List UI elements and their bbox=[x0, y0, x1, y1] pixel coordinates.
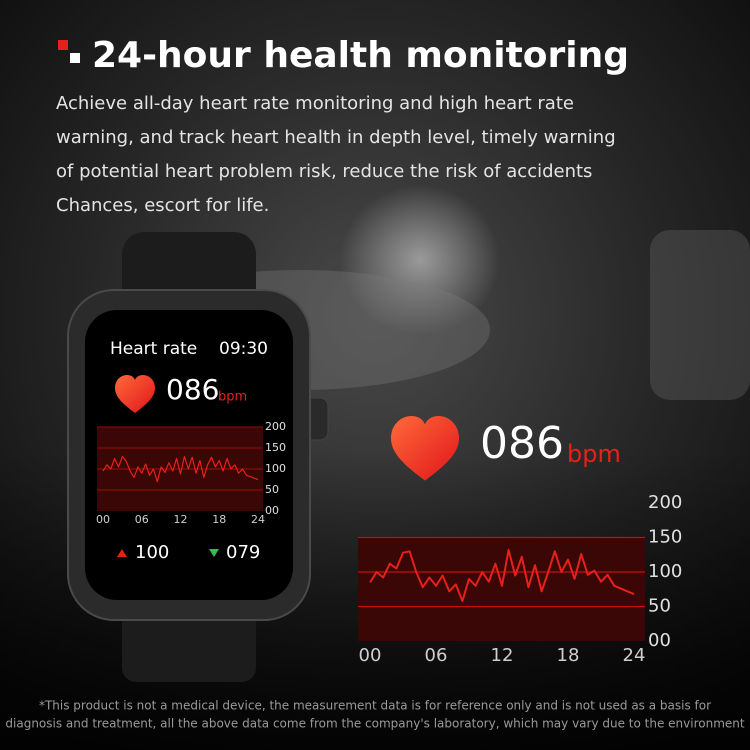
x-tick-label: 18 bbox=[557, 645, 580, 666]
y-tick-label: 150 bbox=[648, 527, 682, 548]
x-tick-label: 00 bbox=[96, 513, 110, 526]
detail-unit: bpm bbox=[567, 440, 621, 468]
icon bbox=[58, 40, 68, 50]
photo-sofa bbox=[650, 230, 750, 400]
title: 24-hour health monitoring bbox=[92, 35, 629, 76]
watch-high: 100 bbox=[135, 542, 169, 563]
body-line: Chances, escort for life. bbox=[56, 195, 269, 216]
x-tick-label: 00 bbox=[359, 645, 382, 666]
heart-icon bbox=[115, 375, 155, 413]
body-line: of potential heart problem risk, reduce … bbox=[56, 161, 592, 182]
watch-heart-value: 086 bbox=[166, 373, 219, 406]
x-tick-label: 12 bbox=[491, 645, 514, 666]
watch-time: 09:30 bbox=[219, 339, 268, 359]
down-icon bbox=[209, 549, 219, 557]
body-line: warning, and track heart health in depth… bbox=[56, 127, 616, 148]
y-tick-label: 100 bbox=[648, 561, 682, 582]
watch-unit: bpm bbox=[218, 390, 247, 405]
x-tick-label: 24 bbox=[251, 513, 265, 526]
y-tick-label: 00 bbox=[265, 504, 279, 517]
y-tick-label: 200 bbox=[648, 492, 682, 513]
heart-rate-line bbox=[102, 455, 259, 483]
y-tick-label: 00 bbox=[648, 630, 671, 651]
detail-heart-value: 086 bbox=[480, 418, 564, 469]
x-tick-label: 06 bbox=[425, 645, 448, 666]
x-tick-label: 18 bbox=[212, 513, 226, 526]
body-line: Achieve all-day heart rate monitoring an… bbox=[56, 93, 574, 114]
up-icon bbox=[117, 549, 127, 557]
x-tick-label: 12 bbox=[174, 513, 188, 526]
watch-label: Heart rate bbox=[110, 339, 197, 359]
footnote: *This product is not a medical device, t… bbox=[39, 699, 711, 713]
footnote: diagnosis and treatment, all the above d… bbox=[5, 717, 744, 731]
x-tick-label: 06 bbox=[135, 513, 149, 526]
y-tick-label: 200 bbox=[265, 420, 286, 433]
y-tick-label: 50 bbox=[265, 483, 279, 496]
x-tick-label: 24 bbox=[623, 645, 646, 666]
plot-area bbox=[358, 537, 645, 641]
photo-face bbox=[340, 185, 500, 335]
y-tick-label: 50 bbox=[648, 596, 671, 617]
heart-icon bbox=[391, 416, 459, 481]
icon bbox=[70, 53, 80, 63]
y-tick-label: 100 bbox=[265, 462, 286, 475]
y-tick-label: 150 bbox=[265, 441, 286, 454]
heart-rate-line bbox=[369, 548, 635, 602]
watch-low: 079 bbox=[226, 542, 260, 563]
